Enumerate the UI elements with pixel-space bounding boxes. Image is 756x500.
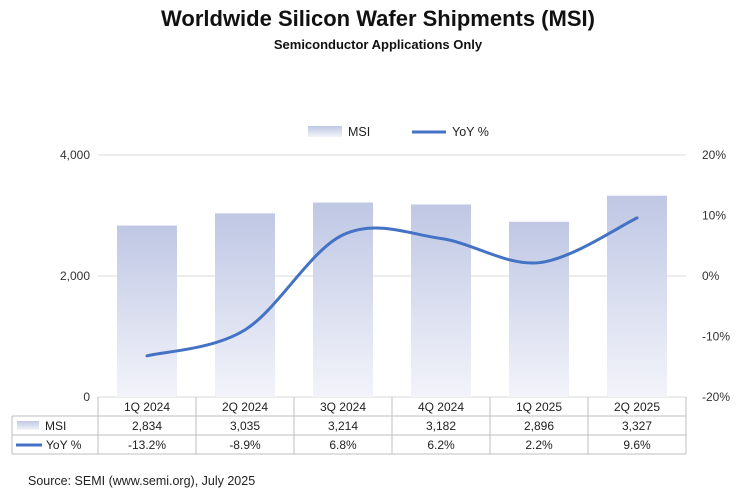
yoy-series-line (145, 216, 639, 358)
table-value-yoy: -8.9% (229, 438, 261, 452)
bar (215, 213, 275, 397)
table-value-msi: 2,834 (132, 419, 162, 433)
x-tick-label: 1Q 2025 (516, 400, 562, 414)
table-value-yoy: 9.6% (623, 438, 651, 452)
y-right-tick-label: -20% (702, 390, 730, 404)
x-tick-label: 4Q 2024 (418, 400, 464, 414)
table-key-msi (17, 421, 39, 430)
table-row-label-yoy: YoY % (46, 438, 82, 452)
chart-subtitle: Semiconductor Applications Only (273, 37, 483, 52)
y-right-tick-label: 20% (702, 148, 726, 162)
bar (411, 204, 471, 397)
y-right-tick-label: 0% (702, 269, 720, 283)
y-right-tick-label: -10% (702, 330, 730, 344)
x-tick-label: 2Q 2025 (614, 400, 660, 414)
chart-canvas: 0 2,000 4,000 -20% -10% 0% 10% 20% MSI YoY % 1Q 20… (11, 125, 730, 455)
bar (607, 195, 667, 397)
legend-label-msi: MSI (348, 125, 370, 139)
table-row-label-msi: MSI (45, 419, 66, 433)
table-value-msi: 3,182 (426, 419, 456, 433)
table-value-msi: 3,035 (230, 419, 260, 433)
table-value-yoy: 2.2% (525, 438, 553, 452)
bar (509, 221, 569, 397)
bar (117, 225, 177, 397)
y-left-tick-label: 2,000 (60, 269, 90, 283)
x-tick-label: 2Q 2024 (222, 400, 268, 414)
table-value-msi: 2,896 (524, 419, 554, 433)
table-value-msi: 3,214 (328, 419, 358, 433)
legend-swatch-msi (308, 126, 342, 137)
y-left-tick-label: 0 (83, 390, 90, 404)
table-value-yoy: 6.2% (427, 438, 455, 452)
source-note: Source: SEMI (www.semi.org), July 2025 (28, 474, 256, 488)
x-tick-label: 1Q 2024 (124, 400, 170, 414)
legend-label-yoy: YoY % (452, 125, 489, 139)
y-left-tick-label: 4,000 (60, 148, 90, 162)
bar (313, 202, 373, 397)
table-value-yoy: 6.8% (329, 438, 357, 452)
chart-title: Worldwide Silicon Wafer Shipments (MSI) (161, 6, 595, 31)
y-right-tick-label: 10% (702, 209, 726, 223)
table-value-msi: 3,327 (622, 419, 652, 433)
x-tick-label: 3Q 2024 (320, 400, 366, 414)
table-value-yoy: -13.2% (128, 438, 166, 452)
